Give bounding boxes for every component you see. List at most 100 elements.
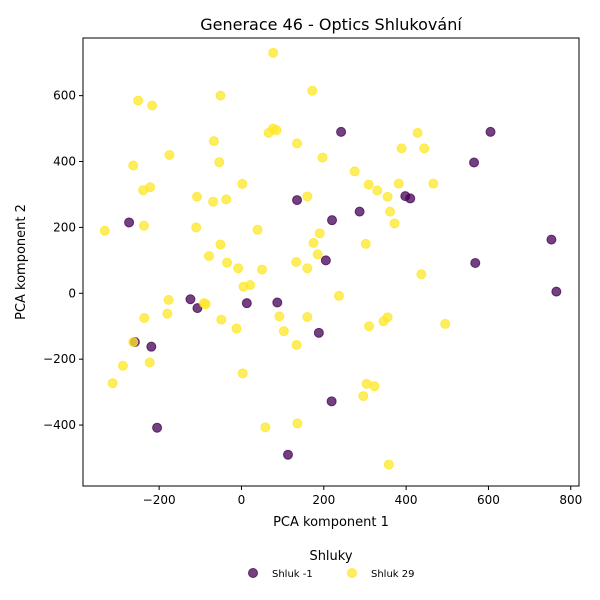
- legend-marker-shluk-29: [347, 568, 357, 578]
- data-point-series-1-69: [237, 368, 248, 379]
- data-point-series-1-68: [117, 360, 128, 371]
- data-point-series-1-55: [162, 308, 173, 319]
- data-point-series-1-74: [260, 422, 271, 433]
- data-point-series-1-54: [139, 313, 150, 323]
- data-point-series-0-1: [485, 126, 496, 137]
- data-point-series-1-50: [163, 294, 174, 305]
- data-point-series-1-60: [378, 316, 389, 327]
- data-point-series-1-75: [292, 418, 303, 429]
- data-point-series-0-4: [405, 193, 416, 204]
- data-point-series-1-22: [393, 178, 404, 189]
- data-point-series-1-61: [364, 321, 375, 332]
- data-point-series-1-0: [268, 47, 279, 58]
- data-point-series-1-64: [278, 326, 289, 337]
- data-point-series-1-66: [128, 337, 139, 348]
- data-point-series-1-2: [147, 100, 158, 111]
- data-point-series-1-40: [203, 251, 214, 262]
- x-tick-label: 600: [477, 493, 500, 507]
- data-point-series-1-13: [164, 149, 175, 160]
- data-point-series-1-65: [291, 340, 302, 351]
- data-point-series-0-8: [124, 217, 135, 228]
- y-tick-label: 200: [53, 220, 76, 234]
- data-point-series-1-9: [208, 136, 219, 147]
- legend-label-shluk-minus-1: Shluk -1: [272, 569, 313, 580]
- data-point-series-0-18: [146, 341, 157, 352]
- data-point-series-1-29: [382, 191, 393, 202]
- y-tick-label: 0: [68, 286, 76, 300]
- data-point-series-1-15: [128, 160, 139, 171]
- x-tick-label: −200: [143, 493, 176, 507]
- data-point-series-0-21: [326, 396, 337, 407]
- data-point-series-1-44: [233, 263, 244, 274]
- data-point-series-0-7: [327, 215, 338, 226]
- data-point-series-1-42: [222, 257, 233, 268]
- data-point-series-0-5: [292, 195, 303, 206]
- data-point-series-0-12: [551, 286, 562, 297]
- data-point-series-1-33: [191, 222, 202, 233]
- data-point-series-1-57: [274, 311, 285, 322]
- data-point-series-1-28: [302, 191, 313, 202]
- data-point-series-0-13: [185, 294, 196, 305]
- data-point-series-1-16: [317, 152, 328, 163]
- data-point-series-1-47: [416, 269, 427, 280]
- data-point-series-1-38: [308, 237, 319, 248]
- data-point-series-1-21: [372, 185, 383, 196]
- y-tick-label: 600: [53, 89, 76, 103]
- x-tick-label: 0: [238, 493, 246, 507]
- data-point-series-0-16: [192, 303, 203, 314]
- y-axis-label: PCA komponent 2: [14, 204, 29, 320]
- x-axis: −200 0 200 400 600 800: [143, 486, 582, 507]
- x-tick-label: 200: [312, 493, 335, 507]
- data-point-series-1-51: [334, 290, 345, 301]
- data-point-series-1-31: [389, 218, 400, 229]
- data-point-series-0-6: [354, 206, 365, 217]
- data-point-series-1-41: [312, 249, 323, 260]
- data-point-series-1-1: [133, 95, 144, 106]
- data-point-series-1-32: [138, 220, 149, 231]
- data-point-series-1-45: [257, 264, 268, 275]
- x-axis-label: PCA komponent 1: [273, 515, 389, 530]
- data-point-series-1-39: [360, 238, 371, 249]
- legend-marker-shluk-minus-1: [248, 568, 258, 578]
- data-point-series-0-22: [282, 449, 293, 460]
- data-point-series-1-23: [428, 178, 439, 189]
- points-layer: [99, 47, 562, 470]
- data-point-series-0-0: [336, 126, 347, 137]
- legend-title: Shluky: [309, 549, 352, 564]
- y-axis: −400 −200 0 200 400 600: [43, 89, 83, 432]
- data-point-series-0-14: [272, 297, 283, 308]
- data-point-series-1-37: [215, 239, 226, 250]
- data-point-series-0-19: [313, 327, 324, 338]
- data-point-series-1-8: [412, 127, 423, 138]
- data-point-series-1-3: [215, 90, 226, 101]
- data-point-series-1-73: [358, 391, 369, 402]
- data-point-series-1-10: [292, 138, 303, 149]
- data-point-series-0-15: [241, 298, 252, 309]
- data-point-series-1-34: [252, 224, 263, 235]
- data-point-series-1-43: [291, 257, 302, 267]
- data-point-series-1-76: [383, 459, 394, 470]
- data-point-series-0-10: [320, 255, 331, 266]
- data-point-series-1-46: [302, 263, 313, 274]
- data-point-series-1-11: [396, 143, 407, 154]
- data-point-series-0-2: [469, 157, 480, 168]
- data-point-series-1-35: [99, 225, 110, 236]
- data-point-series-1-27: [221, 194, 232, 205]
- plot-area-frame: [82, 37, 580, 487]
- data-point-series-0-9: [546, 234, 557, 245]
- data-point-series-1-67: [144, 357, 155, 368]
- data-point-series-1-12: [419, 143, 430, 154]
- data-point-series-1-63: [231, 323, 242, 334]
- data-point-series-1-56: [216, 314, 227, 325]
- y-tick-label: 400: [53, 155, 76, 169]
- chart-title: Generace 46 - Optics Shlukování: [200, 15, 462, 34]
- data-point-series-0-20: [152, 422, 163, 433]
- data-point-series-1-49: [245, 280, 256, 291]
- data-point-series-1-7: [263, 127, 274, 138]
- data-point-series-1-70: [107, 378, 118, 389]
- data-point-series-1-58: [302, 312, 313, 323]
- x-tick-label: 800: [559, 493, 582, 507]
- data-point-series-1-20: [363, 179, 374, 190]
- data-point-series-1-72: [369, 381, 380, 392]
- data-point-series-1-19: [138, 185, 149, 196]
